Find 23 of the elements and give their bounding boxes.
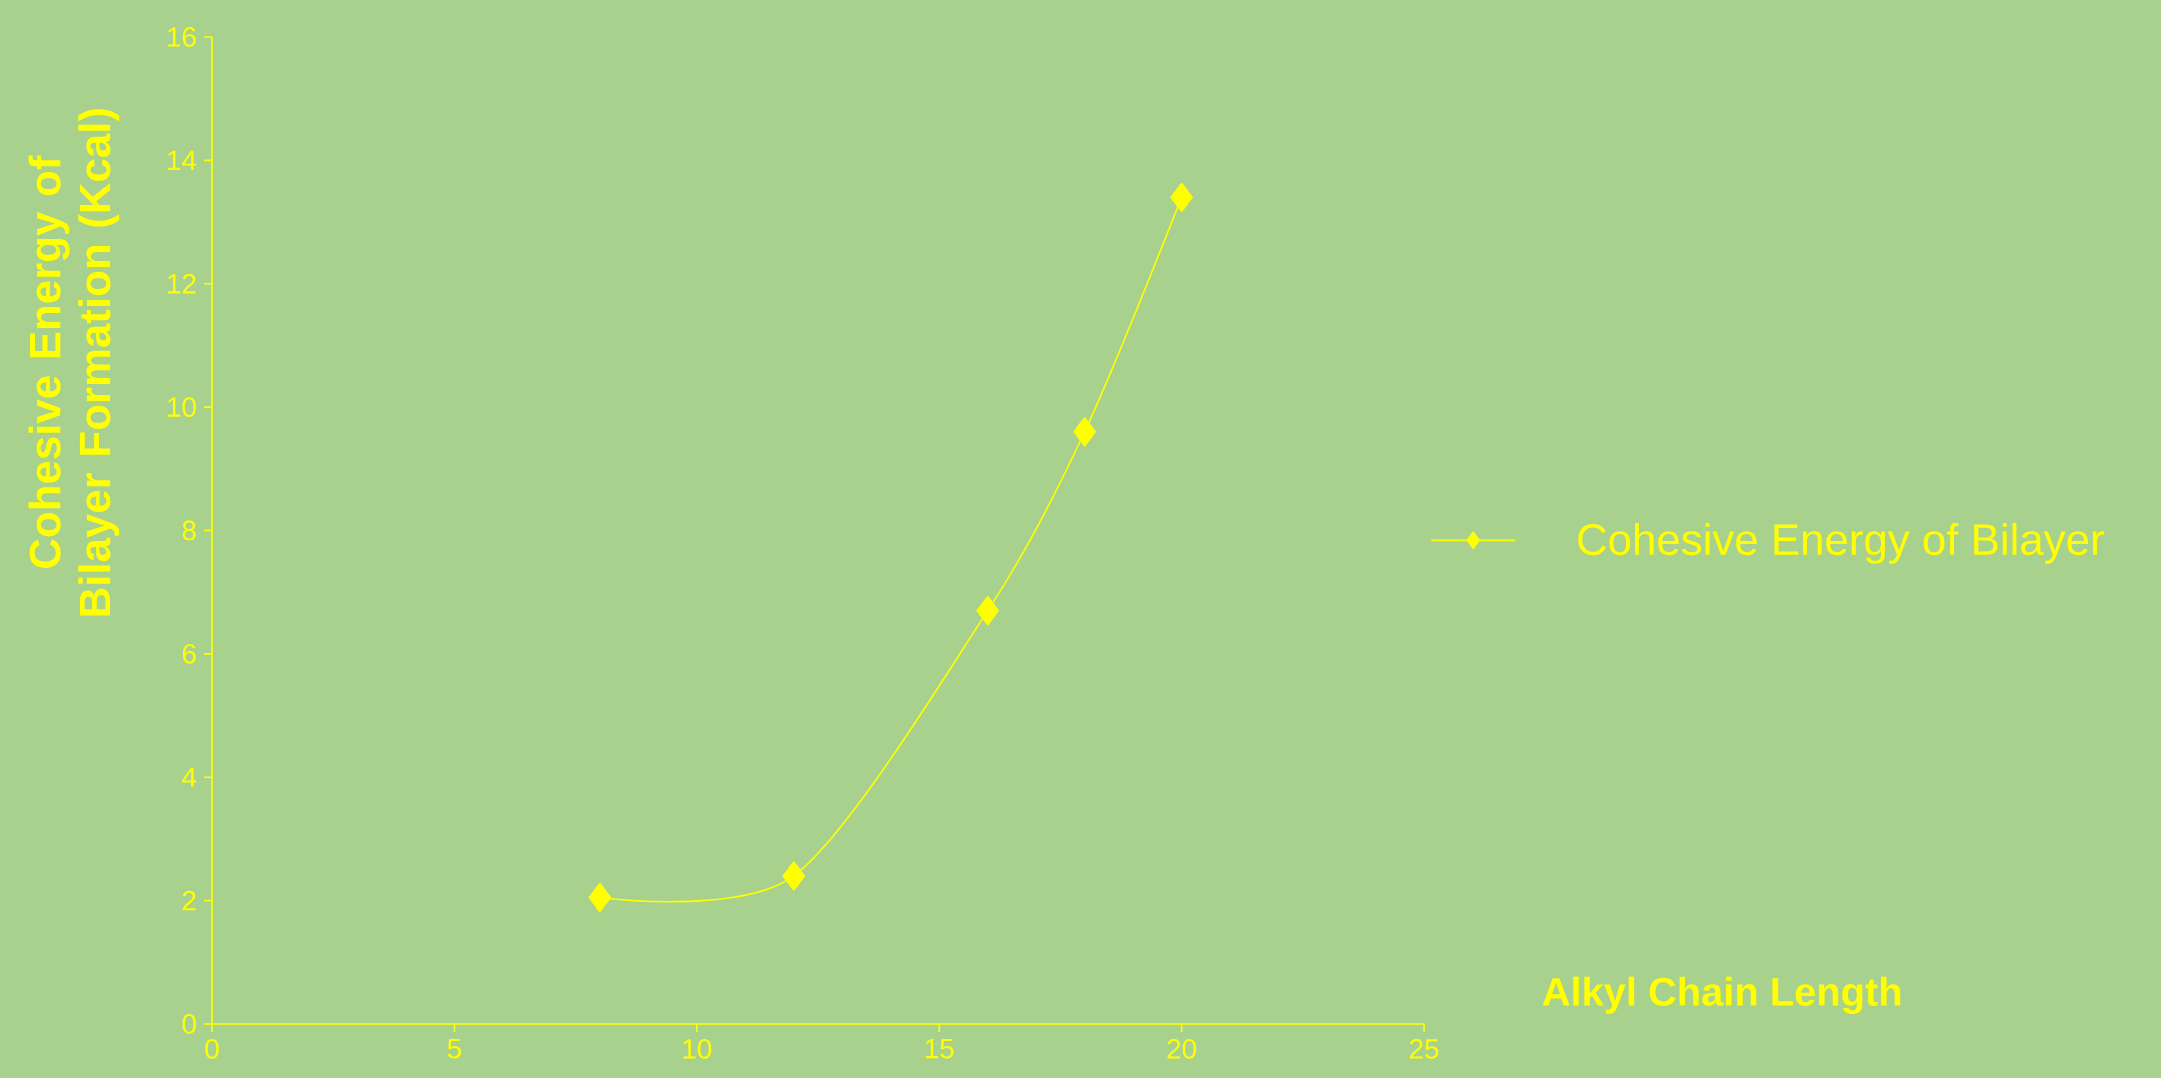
- x-tick-label: 5: [447, 1039, 461, 1059]
- x-tick-label: 10: [683, 1039, 712, 1059]
- y-tick-label: 10: [168, 397, 196, 417]
- x-tick-label: 15: [925, 1039, 954, 1059]
- x-tick-label: 0: [205, 1039, 219, 1059]
- point: [976, 595, 999, 626]
- y-tick-label: 6: [182, 643, 196, 664]
- y-tick-label: 8: [182, 520, 196, 541]
- y-axis-title: Cohesive Energy of Bilayer Formation (Kcal): [28, 109, 120, 616]
- point: [782, 861, 806, 891]
- point: [1170, 182, 1193, 213]
- x-tick-label: 20: [1167, 1039, 1197, 1059]
- legend-label: Cohesive Energy of Bilayer: [1578, 522, 2104, 564]
- point: [1073, 416, 1096, 447]
- x-tick-label: 25: [1409, 1039, 1439, 1059]
- point: [588, 882, 612, 913]
- y-tick-label: 4: [182, 767, 197, 787]
- x-axis-title: Alkyl Chain Length: [1542, 976, 1901, 1015]
- y-tick-label: 2: [182, 890, 196, 911]
- y-tick-label: 16: [168, 27, 196, 47]
- y-tick-label: 12: [168, 273, 196, 294]
- y-tick-label: 0: [182, 1014, 196, 1034]
- y-tick-label: 14: [168, 150, 197, 170]
